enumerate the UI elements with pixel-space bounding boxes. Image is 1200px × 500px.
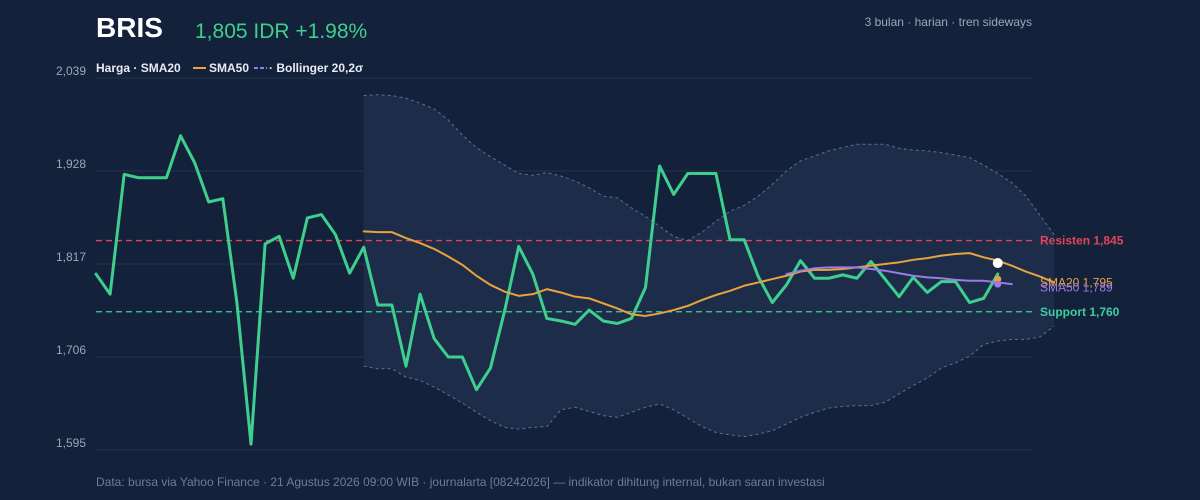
y-tick-label: 1,706 [56,343,86,357]
last-price-dot [992,258,1003,269]
sma50-end-dot [994,280,1002,288]
y-tick-label: 1,595 [56,436,86,450]
support-label: Support 1,760 [1040,305,1120,319]
sma50-end-label: SMA50 1,789 [1040,280,1113,294]
bollinger-upper [363,94,1055,242]
y-tick-label: 2,039 [56,64,86,78]
legend-sma50: SMA50 [209,61,249,75]
chart-legend: Harga · SMA20 [96,61,181,75]
sma20-end-dot [994,275,1002,283]
resistance-label: Resisten 1,845 [1040,234,1124,248]
price-change: 1,805 IDR +1.98% [195,20,367,43]
series-harga [94,134,1000,446]
series-lines [94,134,1056,446]
bollinger-band [363,94,1055,438]
chart-labels: 1,595 1,706 1,817 1,928 2,039 Resisten 1,845 S… [56,64,1124,450]
chart-meta: 3 bulan · harian · tren sideways [865,15,1032,29]
legend-sma20: SMA20 [141,61,181,75]
series-sma20 [362,230,1056,317]
bollinger-fill [363,94,1055,437]
y-tick-label: 1,928 [56,157,86,171]
legend-bollinger: · Bollinger 20,2σ [269,61,363,75]
footer-source: Data: bursa via Yahoo Finance · 21 Agust… [96,475,825,489]
legend-prefix: Harga · [96,61,141,75]
end-markers [992,258,1003,288]
bollinger-lower [363,325,1055,438]
level-lines [96,239,1032,313]
y-tick-label: 1,817 [56,250,86,264]
ticker-title: BRIS [96,12,163,43]
sma20-end-label: SMA20 1,795 [1040,275,1113,289]
series-sma50 [785,266,1013,286]
